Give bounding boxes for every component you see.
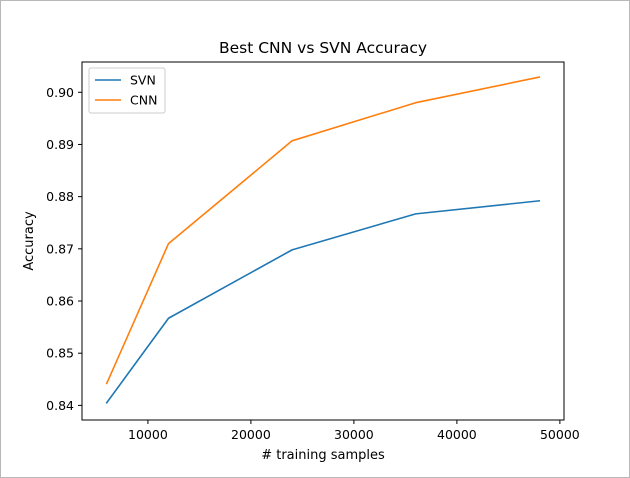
series-line-svn [105,199,541,404]
x-tick-label: 40000 [437,427,477,442]
y-axis-ticks: 0.84 0.85 0.86 0.87 0.88 0.89 0.90 [46,85,82,413]
y-tick-label: 0.87 [46,241,74,256]
x-axis-ticks: 10000 20000 30000 40000 50000 [128,420,580,442]
x-tick-label: 20000 [231,427,271,442]
chart-title: Best CNN vs SVN Accuracy [219,39,427,57]
x-axis-label: # training samples [261,448,385,463]
y-tick-label: 0.86 [46,294,74,309]
plot-border [81,61,565,421]
x-tick-label: 50000 [540,427,580,442]
x-tick-label: 10000 [128,427,168,442]
y-tick-label: 0.88 [46,189,74,204]
series-layer [105,76,541,404]
series-line-cnn [105,76,541,385]
y-axis-label: Accuracy [22,211,37,271]
legend-label-cnn: CNN [130,93,157,108]
y-tick-label: 0.84 [46,398,74,413]
legend-label-svn: SVN [130,73,156,88]
legend: SVN CNN [88,67,166,114]
y-tick-label: 0.85 [46,346,74,361]
x-tick-label: 30000 [334,427,374,442]
y-tick-label: 0.90 [46,85,74,100]
axes-layer [81,61,565,421]
legend-entries: SVN CNN [95,73,157,108]
y-tick-label: 0.89 [46,137,74,152]
